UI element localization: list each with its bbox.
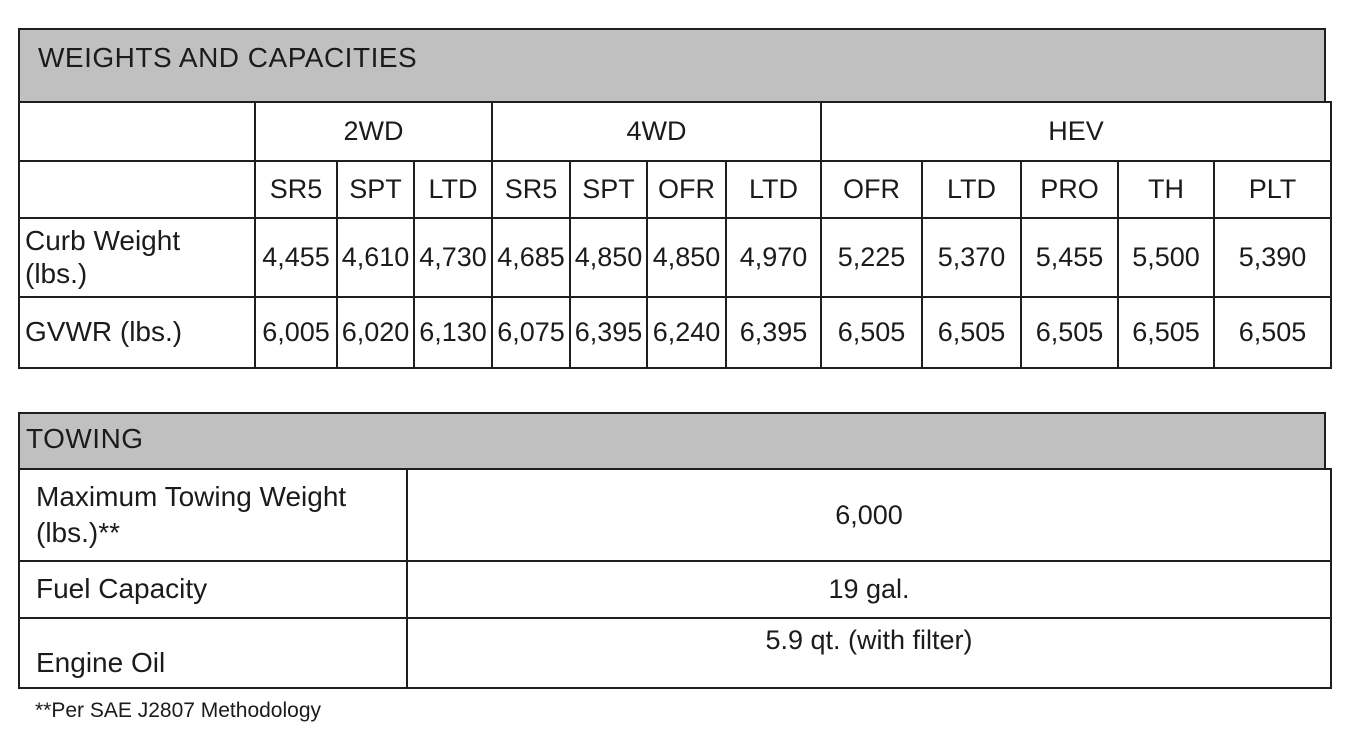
trim-header: OFR [646, 160, 728, 219]
gvwr-value: 6,005 [254, 296, 338, 369]
gvwr-value: 6,020 [336, 296, 415, 369]
fuel-capacity-label: Fuel Capacity [18, 560, 408, 619]
gvwr-value: 6,395 [725, 296, 823, 369]
weights-section-header: WEIGHTS AND CAPACITIES [18, 28, 1326, 103]
trim-header: OFR [820, 160, 924, 219]
curb-weight-value: 4,970 [725, 217, 823, 298]
weights-capacities-table: 2WD 4WD HEV SR5 SPT LTD SR5 SPT OFR LTD … [18, 101, 1333, 369]
gvwr-row-label: GVWR (lbs.) [18, 296, 256, 369]
towing-section-title: TOWING [26, 423, 144, 454]
gvwr-value: 6,505 [1213, 296, 1333, 369]
curb-weight-value: 5,390 [1213, 217, 1333, 298]
max-towing-value: 6,000 [406, 468, 1332, 562]
trim-header: PLT [1213, 160, 1333, 219]
drivetrain-group-hev: HEV [820, 101, 1333, 162]
trim-header-row: SR5 SPT LTD SR5 SPT OFR LTD OFR LTD PRO … [18, 160, 1333, 219]
engine-oil-value: 5.9 qt. (with filter) [406, 617, 1332, 689]
trim-header: SPT [569, 160, 649, 219]
gvwr-value: 6,505 [1117, 296, 1216, 369]
blank-header-cell [18, 160, 256, 219]
gvwr-value: 6,395 [569, 296, 649, 369]
curb-weight-value: 5,225 [820, 217, 924, 298]
curb-weight-value: 4,455 [254, 217, 338, 298]
curb-weight-value: 4,685 [491, 217, 572, 298]
trim-header: LTD [725, 160, 823, 219]
gvwr-row: GVWR (lbs.) 6,005 6,020 6,130 6,075 6,39… [18, 296, 1333, 369]
drivetrain-group-2wd: 2WD [253, 101, 494, 162]
max-towing-row: Maximum Towing Weight (lbs.)** 6,000 [18, 468, 1332, 562]
drivetrain-group-4wd: 4WD [491, 101, 823, 162]
curb-weight-row: Curb Weight (lbs.) 4,455 4,610 4,730 4,6… [18, 217, 1333, 298]
fuel-capacity-value: 19 gal. [406, 560, 1332, 619]
curb-weight-value: 5,370 [921, 217, 1023, 298]
curb-weight-value: 4,610 [336, 217, 415, 298]
gvwr-value: 6,130 [412, 296, 494, 369]
curb-weight-value: 4,730 [412, 217, 494, 298]
trim-header: LTD [412, 160, 494, 219]
trim-header: SR5 [254, 160, 338, 219]
trim-header: LTD [921, 160, 1023, 219]
sae-footnote: **Per SAE J2807 Methodology [35, 699, 322, 722]
curb-weight-value: 4,850 [646, 217, 728, 298]
trim-header: PRO [1020, 160, 1120, 219]
towing-section-header: TOWING [18, 412, 1326, 470]
curb-weight-value: 4,850 [569, 217, 649, 298]
gvwr-value: 6,505 [1020, 296, 1120, 369]
engine-oil-row: Engine Oil 5.9 qt. (with filter) [18, 617, 1332, 689]
curb-weight-value: 5,500 [1117, 217, 1216, 298]
weights-section-title: WEIGHTS AND CAPACITIES [38, 41, 418, 73]
drivetrain-group-row: 2WD 4WD HEV [18, 101, 1333, 162]
fuel-capacity-row: Fuel Capacity 19 gal. [18, 560, 1332, 619]
gvwr-value: 6,240 [646, 296, 728, 369]
gvwr-value: 6,075 [491, 296, 572, 369]
trim-header: SR5 [491, 160, 572, 219]
towing-table: Maximum Towing Weight (lbs.)** 6,000 Fue… [18, 468, 1332, 689]
engine-oil-label: Engine Oil [18, 617, 408, 689]
blank-header-cell [18, 101, 256, 162]
gvwr-value: 6,505 [921, 296, 1023, 369]
gvwr-value: 6,505 [820, 296, 924, 369]
trim-header: SPT [336, 160, 415, 219]
curb-weight-row-label: Curb Weight (lbs.) [18, 217, 256, 298]
trim-header: TH [1117, 160, 1216, 219]
max-towing-label: Maximum Towing Weight (lbs.)** [18, 468, 408, 562]
curb-weight-value: 5,455 [1020, 217, 1120, 298]
